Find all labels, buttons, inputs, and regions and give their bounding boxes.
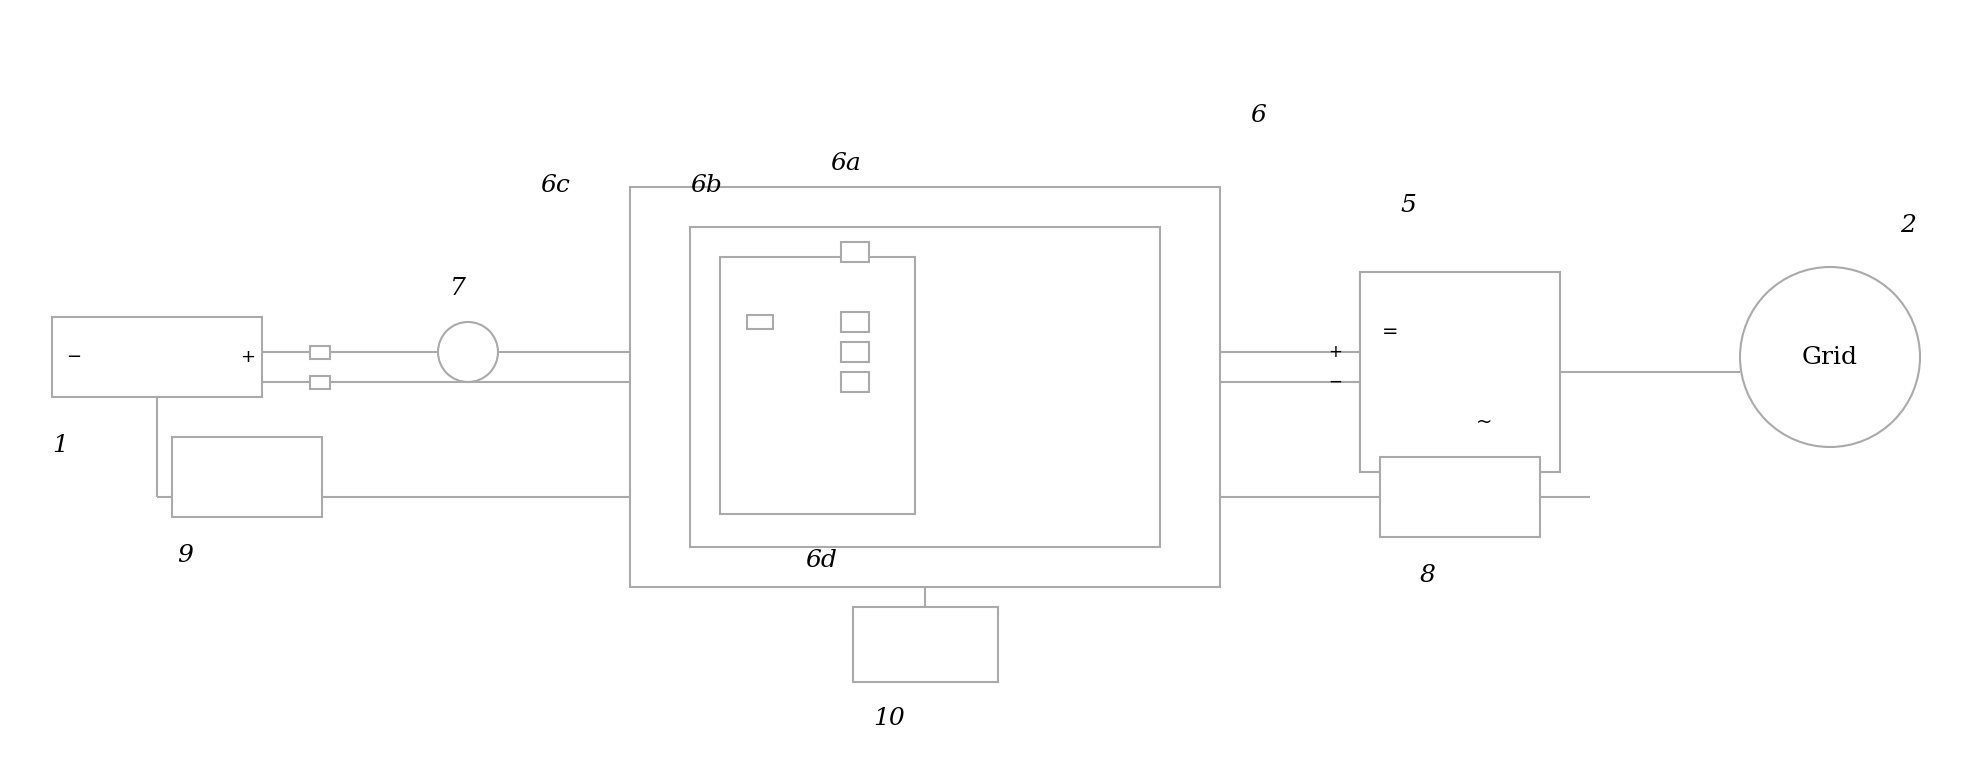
Text: 5: 5	[1400, 194, 1416, 217]
Bar	[747, 315, 773, 329]
Bar	[841, 312, 869, 332]
Text: 10: 10	[873, 707, 904, 730]
Bar	[1360, 272, 1559, 472]
Text: −: −	[67, 348, 81, 366]
Text: 7: 7	[450, 277, 466, 300]
Text: 6d: 6d	[804, 549, 838, 572]
Bar	[311, 346, 330, 358]
Text: 6: 6	[1250, 104, 1266, 127]
Bar	[720, 257, 914, 514]
Text: +: +	[1329, 343, 1343, 361]
Text: +: +	[240, 348, 256, 366]
Bar	[841, 342, 869, 362]
Text: ~: ~	[1476, 412, 1492, 432]
Text: 2: 2	[1899, 214, 1917, 237]
Bar	[690, 227, 1160, 547]
Text: 9: 9	[177, 544, 193, 567]
Text: −: −	[1329, 373, 1343, 391]
Text: 8: 8	[1419, 564, 1435, 587]
Bar	[853, 607, 999, 682]
Text: 6a: 6a	[830, 152, 861, 175]
Text: Grid: Grid	[1803, 346, 1858, 368]
Text: 6c: 6c	[541, 174, 570, 197]
Bar	[1380, 457, 1539, 537]
Bar	[841, 242, 869, 262]
Text: 6b: 6b	[690, 174, 722, 197]
Bar	[841, 372, 869, 392]
Bar	[311, 375, 330, 389]
Bar	[51, 317, 261, 397]
Text: =: =	[1382, 322, 1398, 342]
Bar	[629, 187, 1221, 587]
Text: 1: 1	[51, 434, 69, 457]
Bar	[171, 437, 322, 517]
